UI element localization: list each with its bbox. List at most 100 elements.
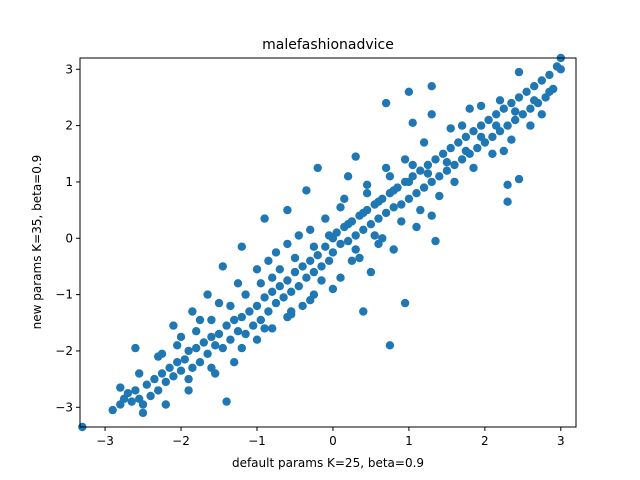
data-point — [192, 327, 201, 336]
data-point — [400, 155, 410, 164]
data-point — [226, 335, 235, 344]
data-point — [484, 115, 493, 125]
data-point — [507, 135, 516, 144]
data-point — [287, 310, 296, 319]
data-point — [423, 160, 433, 170]
data-point — [154, 386, 163, 395]
data-point — [545, 87, 554, 97]
data-point — [252, 301, 262, 311]
data-point — [195, 358, 205, 367]
y-axis: −3 −2 −1 0 1 2 3 — [55, 62, 80, 414]
data-point — [306, 256, 315, 265]
data-point — [370, 231, 379, 240]
data-point — [268, 273, 277, 282]
data-point — [404, 194, 414, 203]
data-point — [233, 279, 243, 288]
data-point — [203, 349, 212, 358]
data-point — [423, 169, 433, 178]
data-point — [290, 267, 300, 277]
data-point — [260, 214, 269, 223]
data-point — [530, 82, 539, 91]
data-point — [222, 397, 231, 406]
data-point — [230, 358, 239, 367]
data-point — [419, 138, 429, 147]
x-tick-label: 3 — [557, 434, 565, 448]
data-point — [161, 400, 170, 409]
data-point — [351, 231, 360, 240]
data-point — [146, 391, 155, 401]
data-point — [469, 163, 478, 173]
y-tick-label: −2 — [55, 344, 73, 358]
data-point — [287, 287, 296, 296]
y-tick-label: 0 — [65, 231, 73, 245]
data-point — [321, 242, 330, 251]
data-point — [492, 110, 501, 119]
data-point — [416, 166, 425, 175]
data-point — [389, 245, 398, 254]
y-tick-label: 1 — [65, 175, 73, 189]
data-point — [404, 177, 414, 187]
data-point — [138, 400, 148, 409]
data-point — [226, 301, 235, 311]
data-point — [389, 203, 398, 212]
data-point — [294, 282, 303, 291]
data-point — [359, 307, 368, 316]
data-point — [169, 321, 178, 330]
data-point — [207, 363, 216, 372]
x-tick-label: −2 — [172, 434, 190, 448]
data-point — [108, 405, 117, 415]
data-point — [317, 276, 326, 285]
data-point — [446, 143, 455, 153]
data-point — [324, 256, 334, 265]
data-point — [249, 321, 258, 330]
data-point — [389, 186, 398, 195]
data-point — [476, 132, 486, 142]
data-point — [476, 101, 486, 111]
data-point — [408, 118, 417, 128]
data-point — [294, 231, 303, 240]
data-point — [457, 121, 467, 130]
data-point — [435, 191, 444, 201]
data-point — [419, 183, 429, 192]
chart-title: malefashionadvice — [262, 37, 394, 53]
data-point — [165, 363, 174, 372]
data-point — [499, 104, 508, 113]
data-point — [435, 172, 444, 181]
data-point — [279, 293, 288, 302]
x-axis: −3 −2 −1 0 1 2 3 — [96, 427, 565, 448]
data-point — [362, 189, 372, 198]
data-point — [313, 163, 322, 173]
x-tick-label: 0 — [329, 434, 337, 448]
data-point — [442, 158, 452, 167]
data-point — [537, 110, 546, 119]
data-point — [173, 341, 182, 350]
data-point — [214, 329, 224, 339]
data-point — [207, 332, 216, 342]
data-point — [309, 290, 319, 299]
data-point — [169, 372, 178, 381]
data-point — [522, 87, 531, 97]
data-point — [412, 189, 421, 198]
data-point — [271, 248, 281, 257]
data-point — [385, 172, 395, 181]
data-point — [457, 155, 467, 164]
data-point — [537, 76, 546, 85]
data-point — [317, 262, 326, 271]
data-point — [381, 98, 391, 108]
x-tick-label: 1 — [405, 434, 413, 448]
data-point — [306, 225, 315, 234]
scatter-points — [78, 53, 565, 432]
data-point — [450, 160, 459, 170]
data-point — [461, 146, 471, 156]
data-point — [465, 104, 474, 113]
data-point — [260, 293, 269, 302]
data-point — [241, 290, 250, 299]
y-axis-label: new params K=35, beta=0.9 — [30, 155, 44, 330]
data-point — [176, 366, 186, 375]
data-point — [184, 374, 193, 384]
data-point — [427, 82, 436, 91]
data-point — [188, 363, 197, 372]
data-point — [530, 96, 539, 105]
data-point — [313, 251, 322, 260]
data-point — [184, 386, 193, 395]
